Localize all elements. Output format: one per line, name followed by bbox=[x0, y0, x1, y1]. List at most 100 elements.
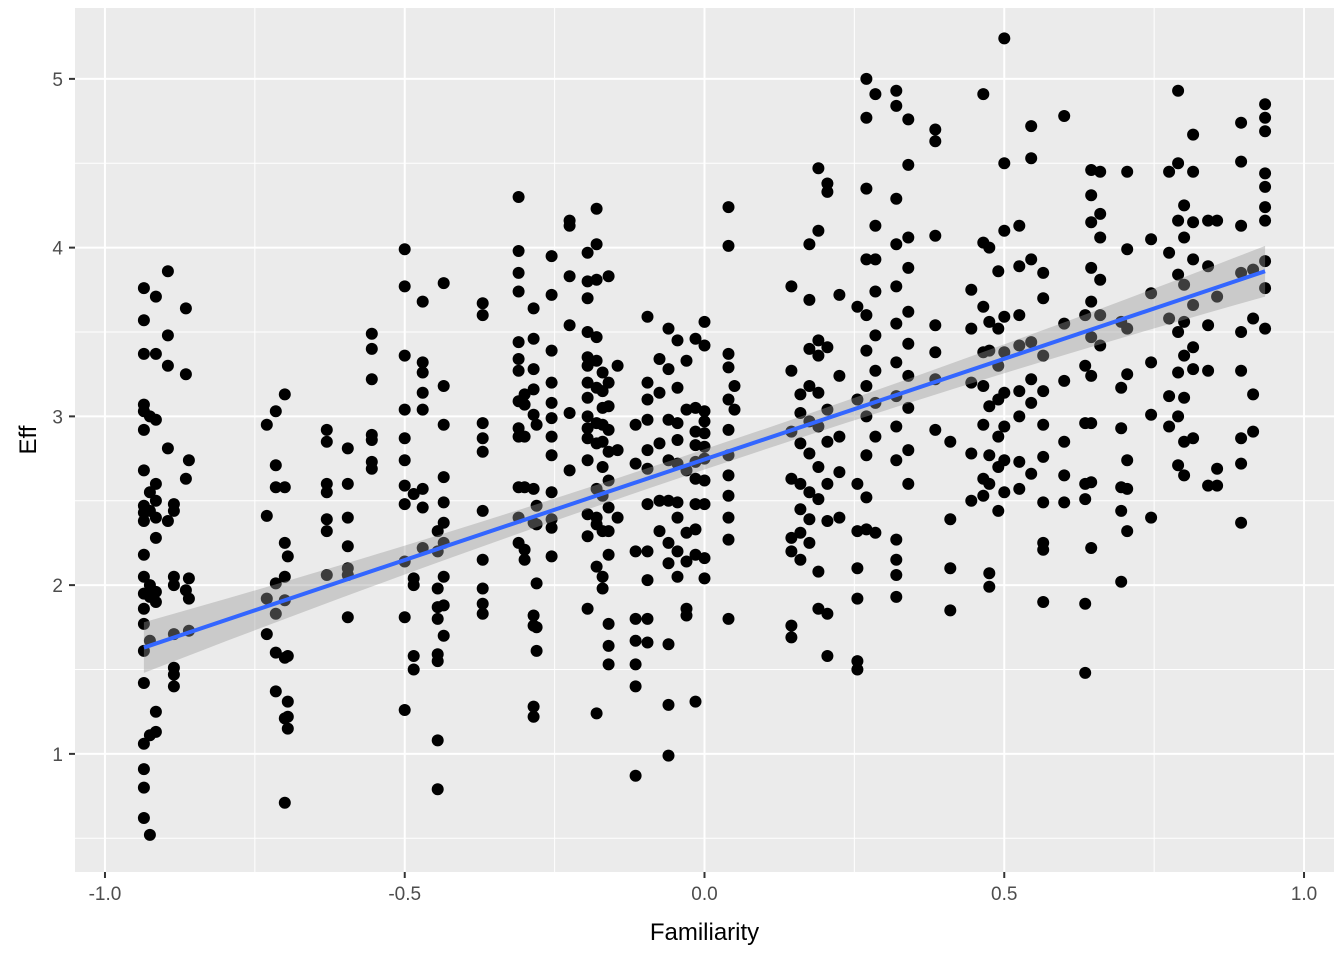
data-point bbox=[596, 582, 609, 595]
data-point bbox=[611, 359, 624, 372]
data-point bbox=[437, 629, 450, 642]
data-point bbox=[518, 388, 531, 401]
data-point bbox=[1211, 462, 1224, 475]
data-point bbox=[671, 570, 684, 583]
data-point bbox=[563, 464, 576, 477]
data-point bbox=[341, 540, 354, 553]
data-point bbox=[653, 386, 666, 399]
data-point bbox=[1163, 390, 1176, 403]
data-point bbox=[476, 607, 489, 620]
data-point bbox=[1259, 255, 1272, 268]
data-point bbox=[1145, 511, 1158, 524]
data-point bbox=[149, 705, 162, 718]
data-point bbox=[662, 536, 675, 549]
data-point bbox=[902, 444, 915, 457]
data-point bbox=[641, 376, 654, 389]
data-point bbox=[269, 481, 282, 494]
data-point bbox=[680, 609, 693, 622]
data-point bbox=[890, 238, 903, 251]
data-point bbox=[1079, 309, 1092, 322]
data-point bbox=[1259, 167, 1272, 180]
data-point bbox=[1037, 292, 1050, 305]
data-point bbox=[512, 336, 525, 349]
data-point bbox=[1115, 381, 1128, 394]
data-point bbox=[662, 363, 675, 376]
data-point bbox=[518, 398, 531, 411]
data-point bbox=[890, 99, 903, 112]
data-point bbox=[320, 486, 333, 499]
data-point bbox=[545, 412, 558, 425]
data-point bbox=[977, 489, 990, 502]
data-point bbox=[1115, 504, 1128, 517]
data-point bbox=[365, 462, 378, 475]
data-point bbox=[803, 513, 816, 526]
data-point bbox=[1235, 457, 1248, 470]
data-point bbox=[149, 725, 162, 738]
data-point bbox=[821, 435, 834, 448]
data-point bbox=[563, 270, 576, 283]
data-point bbox=[698, 415, 711, 428]
data-point bbox=[1235, 516, 1248, 529]
data-point bbox=[785, 545, 798, 558]
data-point bbox=[581, 351, 594, 364]
data-point bbox=[512, 245, 525, 257]
data-point bbox=[581, 376, 594, 389]
data-point bbox=[518, 543, 531, 556]
data-point bbox=[527, 332, 540, 345]
data-point bbox=[1145, 233, 1158, 246]
data-point bbox=[1235, 326, 1248, 338]
data-point bbox=[545, 250, 558, 263]
data-point bbox=[596, 570, 609, 583]
data-point bbox=[992, 322, 1005, 335]
data-point bbox=[260, 509, 273, 522]
data-point bbox=[437, 471, 450, 484]
data-point bbox=[269, 459, 282, 472]
data-point bbox=[1058, 110, 1071, 122]
data-point bbox=[629, 457, 642, 470]
data-point bbox=[629, 612, 642, 625]
data-point bbox=[1163, 246, 1176, 259]
data-point bbox=[1121, 482, 1134, 495]
data-point bbox=[1085, 542, 1098, 554]
data-point bbox=[1013, 309, 1026, 322]
data-point bbox=[137, 347, 150, 360]
data-point bbox=[929, 135, 942, 148]
data-point bbox=[785, 364, 798, 377]
data-point bbox=[476, 432, 489, 445]
data-point bbox=[860, 491, 873, 504]
x-axis-title: Familiarity bbox=[650, 919, 759, 946]
data-point bbox=[902, 369, 915, 382]
data-point bbox=[983, 580, 996, 593]
data-point bbox=[527, 383, 540, 396]
data-point bbox=[929, 319, 942, 332]
data-point bbox=[1094, 273, 1107, 286]
data-point bbox=[143, 486, 156, 499]
data-point bbox=[794, 503, 807, 516]
data-point bbox=[1079, 597, 1092, 610]
data-point bbox=[518, 553, 531, 566]
data-point bbox=[1178, 278, 1191, 291]
data-point bbox=[1013, 385, 1026, 398]
data-point bbox=[398, 349, 411, 362]
data-point bbox=[869, 219, 882, 232]
data-point bbox=[611, 511, 624, 524]
data-point bbox=[860, 449, 873, 462]
x-tick-label: 0.0 bbox=[691, 884, 717, 905]
data-point bbox=[161, 265, 174, 278]
data-point bbox=[596, 385, 609, 398]
data-point bbox=[992, 504, 1005, 517]
data-point bbox=[680, 555, 693, 568]
data-point bbox=[1187, 216, 1200, 229]
data-point bbox=[998, 157, 1011, 170]
data-point bbox=[545, 288, 558, 301]
data-point bbox=[602, 639, 615, 652]
data-point bbox=[1094, 207, 1107, 220]
data-point bbox=[1094, 231, 1107, 244]
data-point bbox=[320, 525, 333, 538]
data-point bbox=[407, 663, 420, 676]
data-point bbox=[983, 344, 996, 357]
data-point bbox=[530, 499, 543, 512]
data-point bbox=[581, 508, 594, 521]
data-point bbox=[1235, 364, 1248, 377]
data-point bbox=[641, 636, 654, 649]
